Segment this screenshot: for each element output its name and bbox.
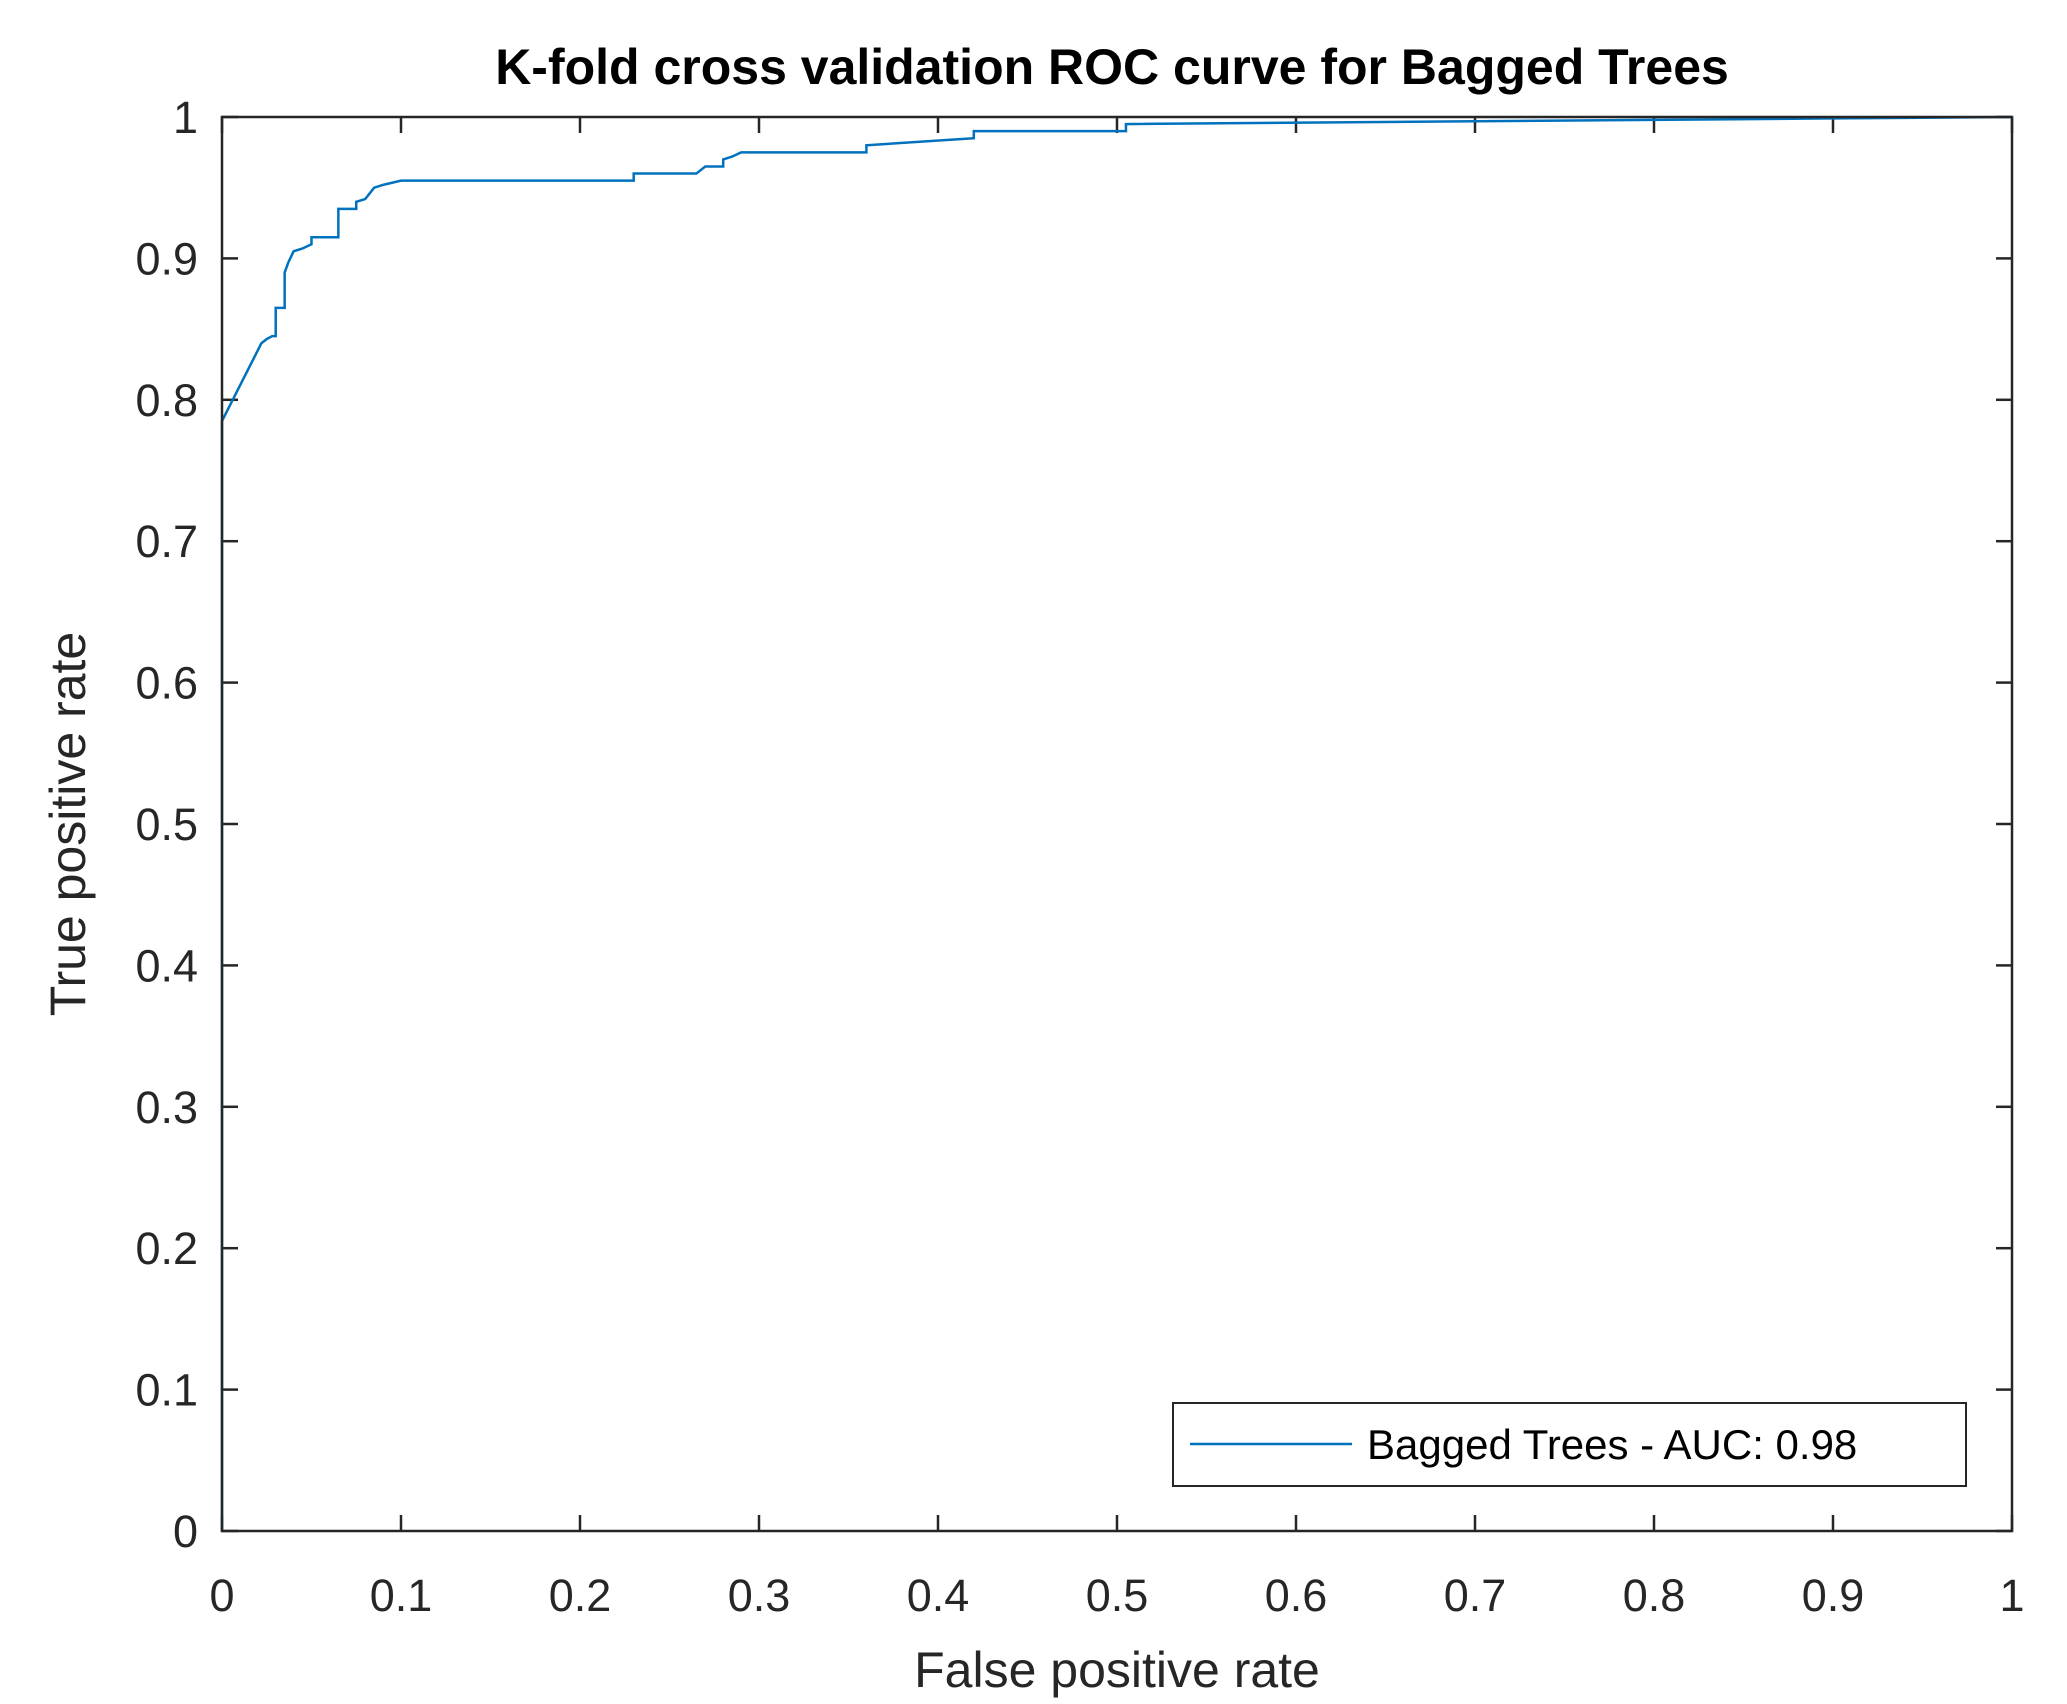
x-tick-label: 1 — [1999, 1570, 2024, 1621]
y-tick-label: 0.4 — [135, 940, 198, 991]
plot-area — [222, 117, 2012, 1531]
chart-title: K-fold cross validation ROC curve for Ba… — [495, 39, 1729, 95]
x-tick-label: 0.3 — [728, 1570, 791, 1621]
x-tick-label: 0.7 — [1444, 1570, 1507, 1621]
x-tick-labels: 0 0.1 0.2 0.3 0.4 0.5 0.6 0.7 0.8 0.9 1 — [209, 1570, 2024, 1621]
x-tick-label: 0.8 — [1623, 1570, 1686, 1621]
series-group — [220, 115, 2013, 1531]
y-axis-label: True positive rate — [40, 632, 96, 1016]
x-tick-label: 0 — [209, 1570, 234, 1621]
y-tick-label: 0.9 — [135, 233, 198, 284]
legend[interactable]: Bagged Trees - AUC: 0.98 — [1172, 1402, 1967, 1487]
x-tick-label: 0.6 — [1265, 1570, 1328, 1621]
y-tick-labels: 0 0.1 0.2 0.3 0.4 0.5 0.6 0.7 0.8 0.9 1 — [135, 92, 198, 1557]
x-tick-label: 0.4 — [907, 1570, 970, 1621]
x-axis-label: False positive rate — [914, 1642, 1320, 1698]
y-tick-label: 0.3 — [135, 1082, 198, 1133]
y-tick-label: 0.2 — [135, 1223, 198, 1274]
plot-frame — [220, 115, 2014, 1533]
y-tick-label: 0.1 — [135, 1365, 198, 1416]
x-tick-label: 0.1 — [370, 1570, 433, 1621]
x-tick-label: 0.2 — [549, 1570, 612, 1621]
y-tick-label: 0.8 — [135, 375, 198, 426]
y-tick-label: 1 — [173, 92, 198, 143]
y-tick-label: 0 — [173, 1506, 198, 1557]
x-tick-label: 0.9 — [1802, 1570, 1865, 1621]
y-tick-label: 0.6 — [135, 658, 198, 709]
y-tick-label: 0.7 — [135, 516, 198, 567]
x-tick-label: 0.5 — [1086, 1570, 1149, 1621]
legend-entry-bagged-trees: Bagged Trees - AUC: 0.98 — [1367, 1421, 1857, 1468]
y-tick-label: 0.5 — [135, 799, 198, 850]
series-line-bagged-trees — [220, 115, 2013, 1531]
